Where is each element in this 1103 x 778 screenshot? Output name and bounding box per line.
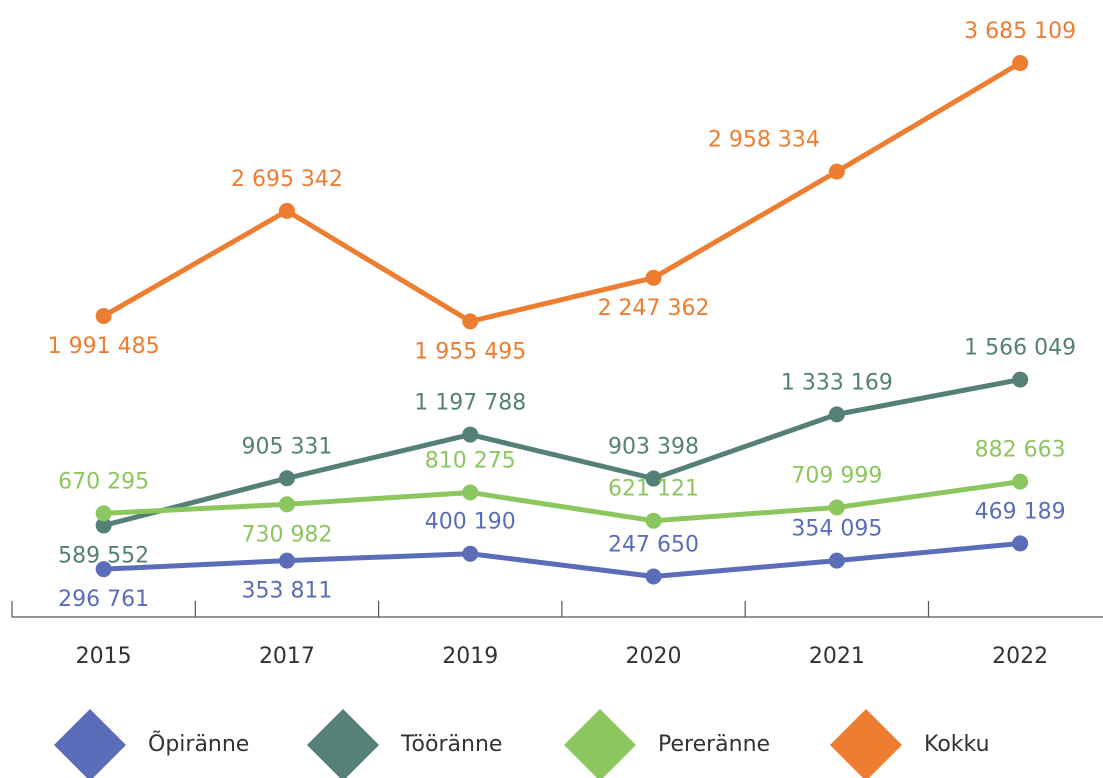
data-label: 1 333 169: [781, 370, 893, 395]
x-tick-label: 2021: [809, 644, 865, 669]
x-tick-label: 2017: [259, 644, 315, 669]
x-tick-label: 2019: [442, 644, 498, 669]
data-point: [462, 484, 479, 501]
data-label: 354 095: [791, 517, 882, 542]
data-label: 247 650: [608, 533, 699, 558]
data-point: [828, 163, 845, 180]
data-point: [278, 202, 295, 219]
data-label: 2 695 342: [231, 167, 343, 192]
data-label: 882 663: [975, 438, 1066, 463]
legend-label: Pereränne: [658, 732, 770, 757]
data-point: [645, 568, 662, 585]
data-point: [95, 308, 112, 325]
legend-marker: [307, 709, 379, 778]
data-label: 353 811: [241, 579, 332, 604]
legend-marker: [54, 709, 126, 778]
data-label: 1 991 485: [48, 334, 160, 359]
data-label: 589 552: [58, 543, 149, 568]
data-point: [645, 470, 662, 487]
x-tick-label: 2022: [992, 644, 1048, 669]
data-point: [462, 313, 479, 330]
data-label: 905 331: [241, 434, 332, 459]
data-point: [278, 496, 295, 513]
data-label: 296 761: [58, 587, 149, 612]
data-label: 810 275: [425, 448, 516, 473]
legend-label: Kokku: [924, 732, 990, 757]
data-point: [462, 545, 479, 562]
data-point: [828, 499, 845, 516]
data-point: [1012, 535, 1029, 552]
data-label: 2 247 362: [598, 296, 710, 321]
data-label: 400 190: [425, 510, 516, 535]
data-label: 903 398: [608, 435, 699, 460]
data-label: 709 999: [791, 463, 882, 488]
data-point: [645, 269, 662, 286]
legend-marker: [564, 709, 636, 778]
data-label: 1 566 049: [964, 336, 1076, 361]
data-point: [462, 426, 479, 443]
data-point: [1012, 473, 1029, 490]
data-label: 670 295: [58, 469, 149, 494]
data-point: [95, 517, 112, 534]
data-point: [1012, 55, 1029, 72]
data-point: [645, 512, 662, 529]
legend-marker: [830, 709, 902, 778]
data-point: [1012, 371, 1029, 388]
series-line: [103, 540, 1021, 580]
series-line: [102, 60, 1022, 324]
data-label: 621 121: [608, 477, 699, 502]
data-label: 2 958 334: [708, 128, 820, 153]
data-point: [828, 406, 845, 423]
data-label: 730 982: [241, 522, 332, 547]
data-label: 3 685 109: [964, 19, 1076, 44]
series-line: [103, 377, 1021, 528]
series-line: [103, 479, 1021, 524]
data-label: 469 189: [975, 499, 1066, 524]
legend-label: Tööränne: [400, 732, 502, 757]
data-point: [828, 552, 845, 569]
data-point: [278, 470, 295, 487]
x-tick-label: 2020: [626, 644, 682, 669]
data-point: [95, 561, 112, 578]
x-tick-label: 2015: [76, 644, 132, 669]
data-point: [95, 505, 112, 522]
data-label: 1 955 495: [414, 339, 526, 364]
data-point: [278, 552, 295, 569]
data-label: 1 197 788: [414, 391, 526, 416]
legend-label: Õpiränne: [148, 730, 249, 757]
